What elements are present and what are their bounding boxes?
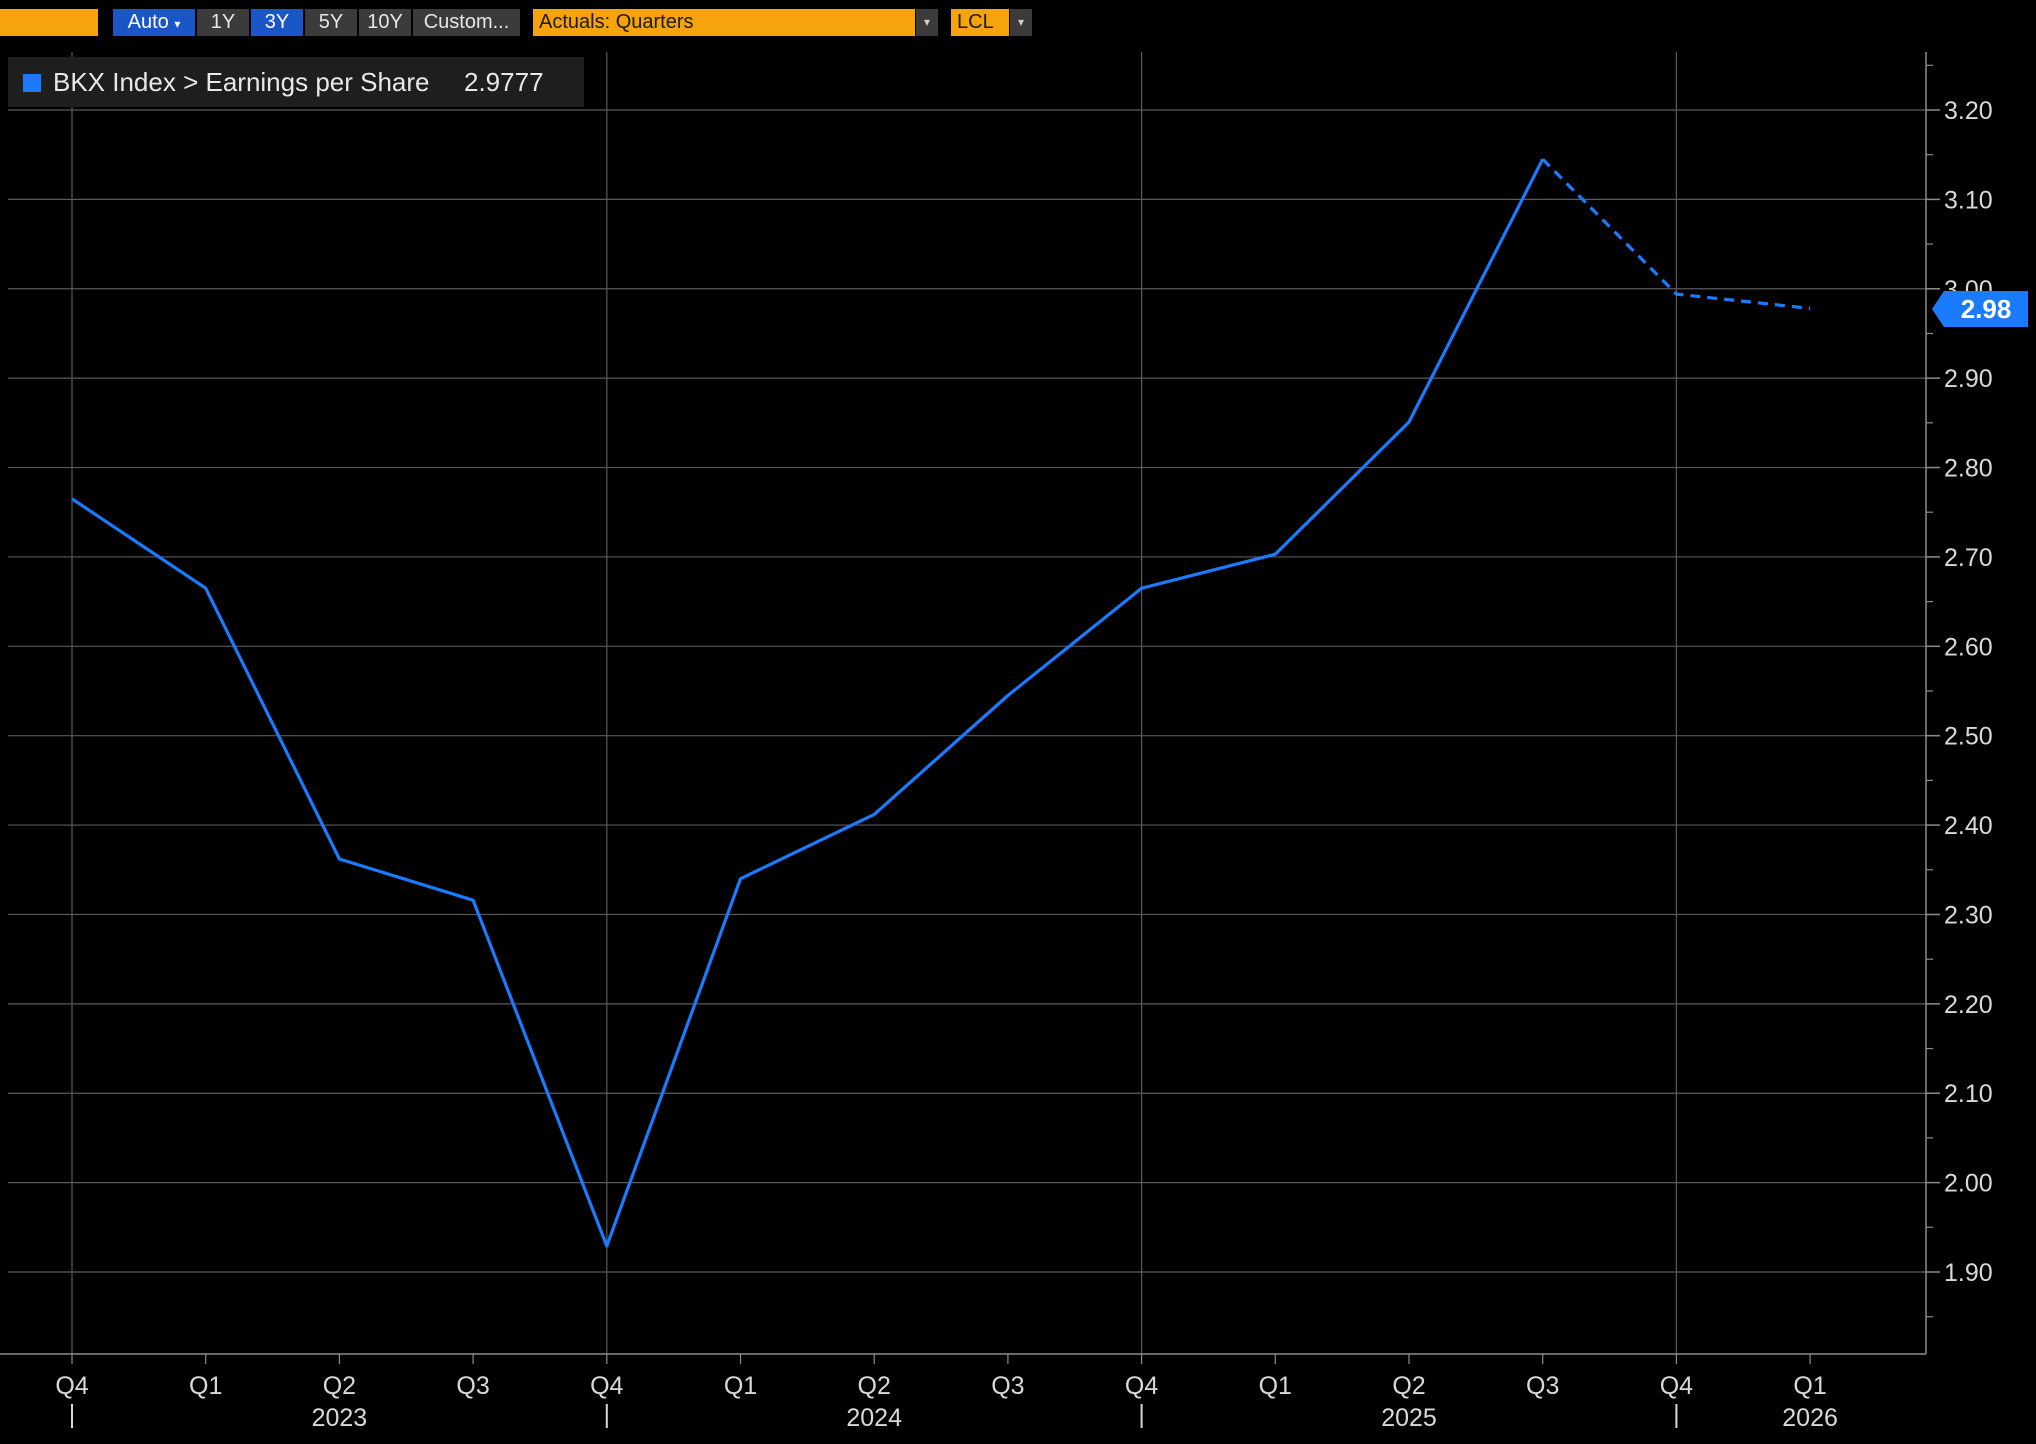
y-tick-label: 2.50: [1944, 723, 1993, 751]
x-tick-label: Q3: [991, 1372, 1024, 1400]
period-button-3y[interactable]: 3Y: [251, 9, 303, 36]
period-button-5y[interactable]: 5Y: [305, 9, 357, 36]
x-tick-label: Q2: [858, 1372, 891, 1400]
x-year-label: 2026: [1782, 1404, 1838, 1432]
y-tick-label: 1.90: [1944, 1259, 1993, 1287]
chevron-down-icon[interactable]: ▾: [1010, 9, 1032, 36]
y-tick-label: 2.40: [1944, 812, 1993, 840]
x-tick-label: Q1: [1259, 1372, 1292, 1400]
x-tick-label: Q3: [1526, 1372, 1559, 1400]
y-tick-label: 2.60: [1944, 633, 1993, 661]
chevron-down-icon: ▾: [174, 17, 181, 31]
x-year-label: 2023: [312, 1404, 368, 1432]
period-button-10y[interactable]: 10Y: [359, 9, 411, 36]
y-tick-label: 3.10: [1944, 186, 1993, 214]
chart-legend[interactable]: BKX Index > Earnings per Share 2.9777: [8, 57, 584, 107]
currency-select[interactable]: LCL: [951, 9, 1009, 36]
last-value-tag: 2.98: [1932, 291, 2028, 327]
x-tick-label: Q4: [1660, 1372, 1693, 1400]
x-tick-label: Q4: [55, 1372, 88, 1400]
legend-swatch: [23, 74, 41, 92]
auto-label: Auto: [127, 11, 169, 33]
x-tick-label: Q4: [590, 1372, 623, 1400]
y-tick-label: 2.30: [1944, 901, 1993, 929]
legend-value: 2.9777: [464, 67, 544, 97]
x-tick-label: Q1: [189, 1372, 222, 1400]
y-tick-label: 2.10: [1944, 1080, 1993, 1108]
x-tick-label: Q2: [1392, 1372, 1425, 1400]
custom-range-button[interactable]: Custom...: [413, 9, 520, 36]
x-tick-label: Q2: [323, 1372, 356, 1400]
period-button-1y[interactable]: 1Y: [197, 9, 249, 36]
x-tick-label: Q1: [1793, 1372, 1826, 1400]
x-tick-label: Q1: [724, 1372, 757, 1400]
series-line-actual: [71, 158, 1545, 1248]
x-tick-label: Q3: [456, 1372, 489, 1400]
y-tick-label: 2.00: [1944, 1170, 1993, 1198]
view-select[interactable]: Actuals: Quarters: [533, 9, 915, 36]
y-tick-label: 2.20: [1944, 991, 1993, 1019]
x-year-label: 2024: [846, 1404, 902, 1432]
y-tick-label: 2.80: [1944, 455, 1993, 483]
toolbar: Auto ▾ 1Y 3Y 5Y 10Y Custom... Actuals: Q…: [0, 0, 2036, 40]
x-tick-label: Q4: [1125, 1372, 1158, 1400]
y-tick-label: 3.20: [1944, 97, 1993, 125]
chevron-down-icon[interactable]: ▾: [916, 9, 938, 36]
security-input[interactable]: [0, 9, 98, 36]
auto-button[interactable]: Auto ▾: [113, 9, 195, 36]
y-tick-label: 2.90: [1944, 365, 1993, 393]
y-tick-label: 2.70: [1944, 544, 1993, 572]
x-year-label: 2025: [1381, 1404, 1437, 1432]
line-chart[interactable]: 3.203.103.002.902.802.702.602.502.402.30…: [0, 40, 2036, 1444]
legend-label: BKX Index > Earnings per Share: [53, 67, 430, 97]
